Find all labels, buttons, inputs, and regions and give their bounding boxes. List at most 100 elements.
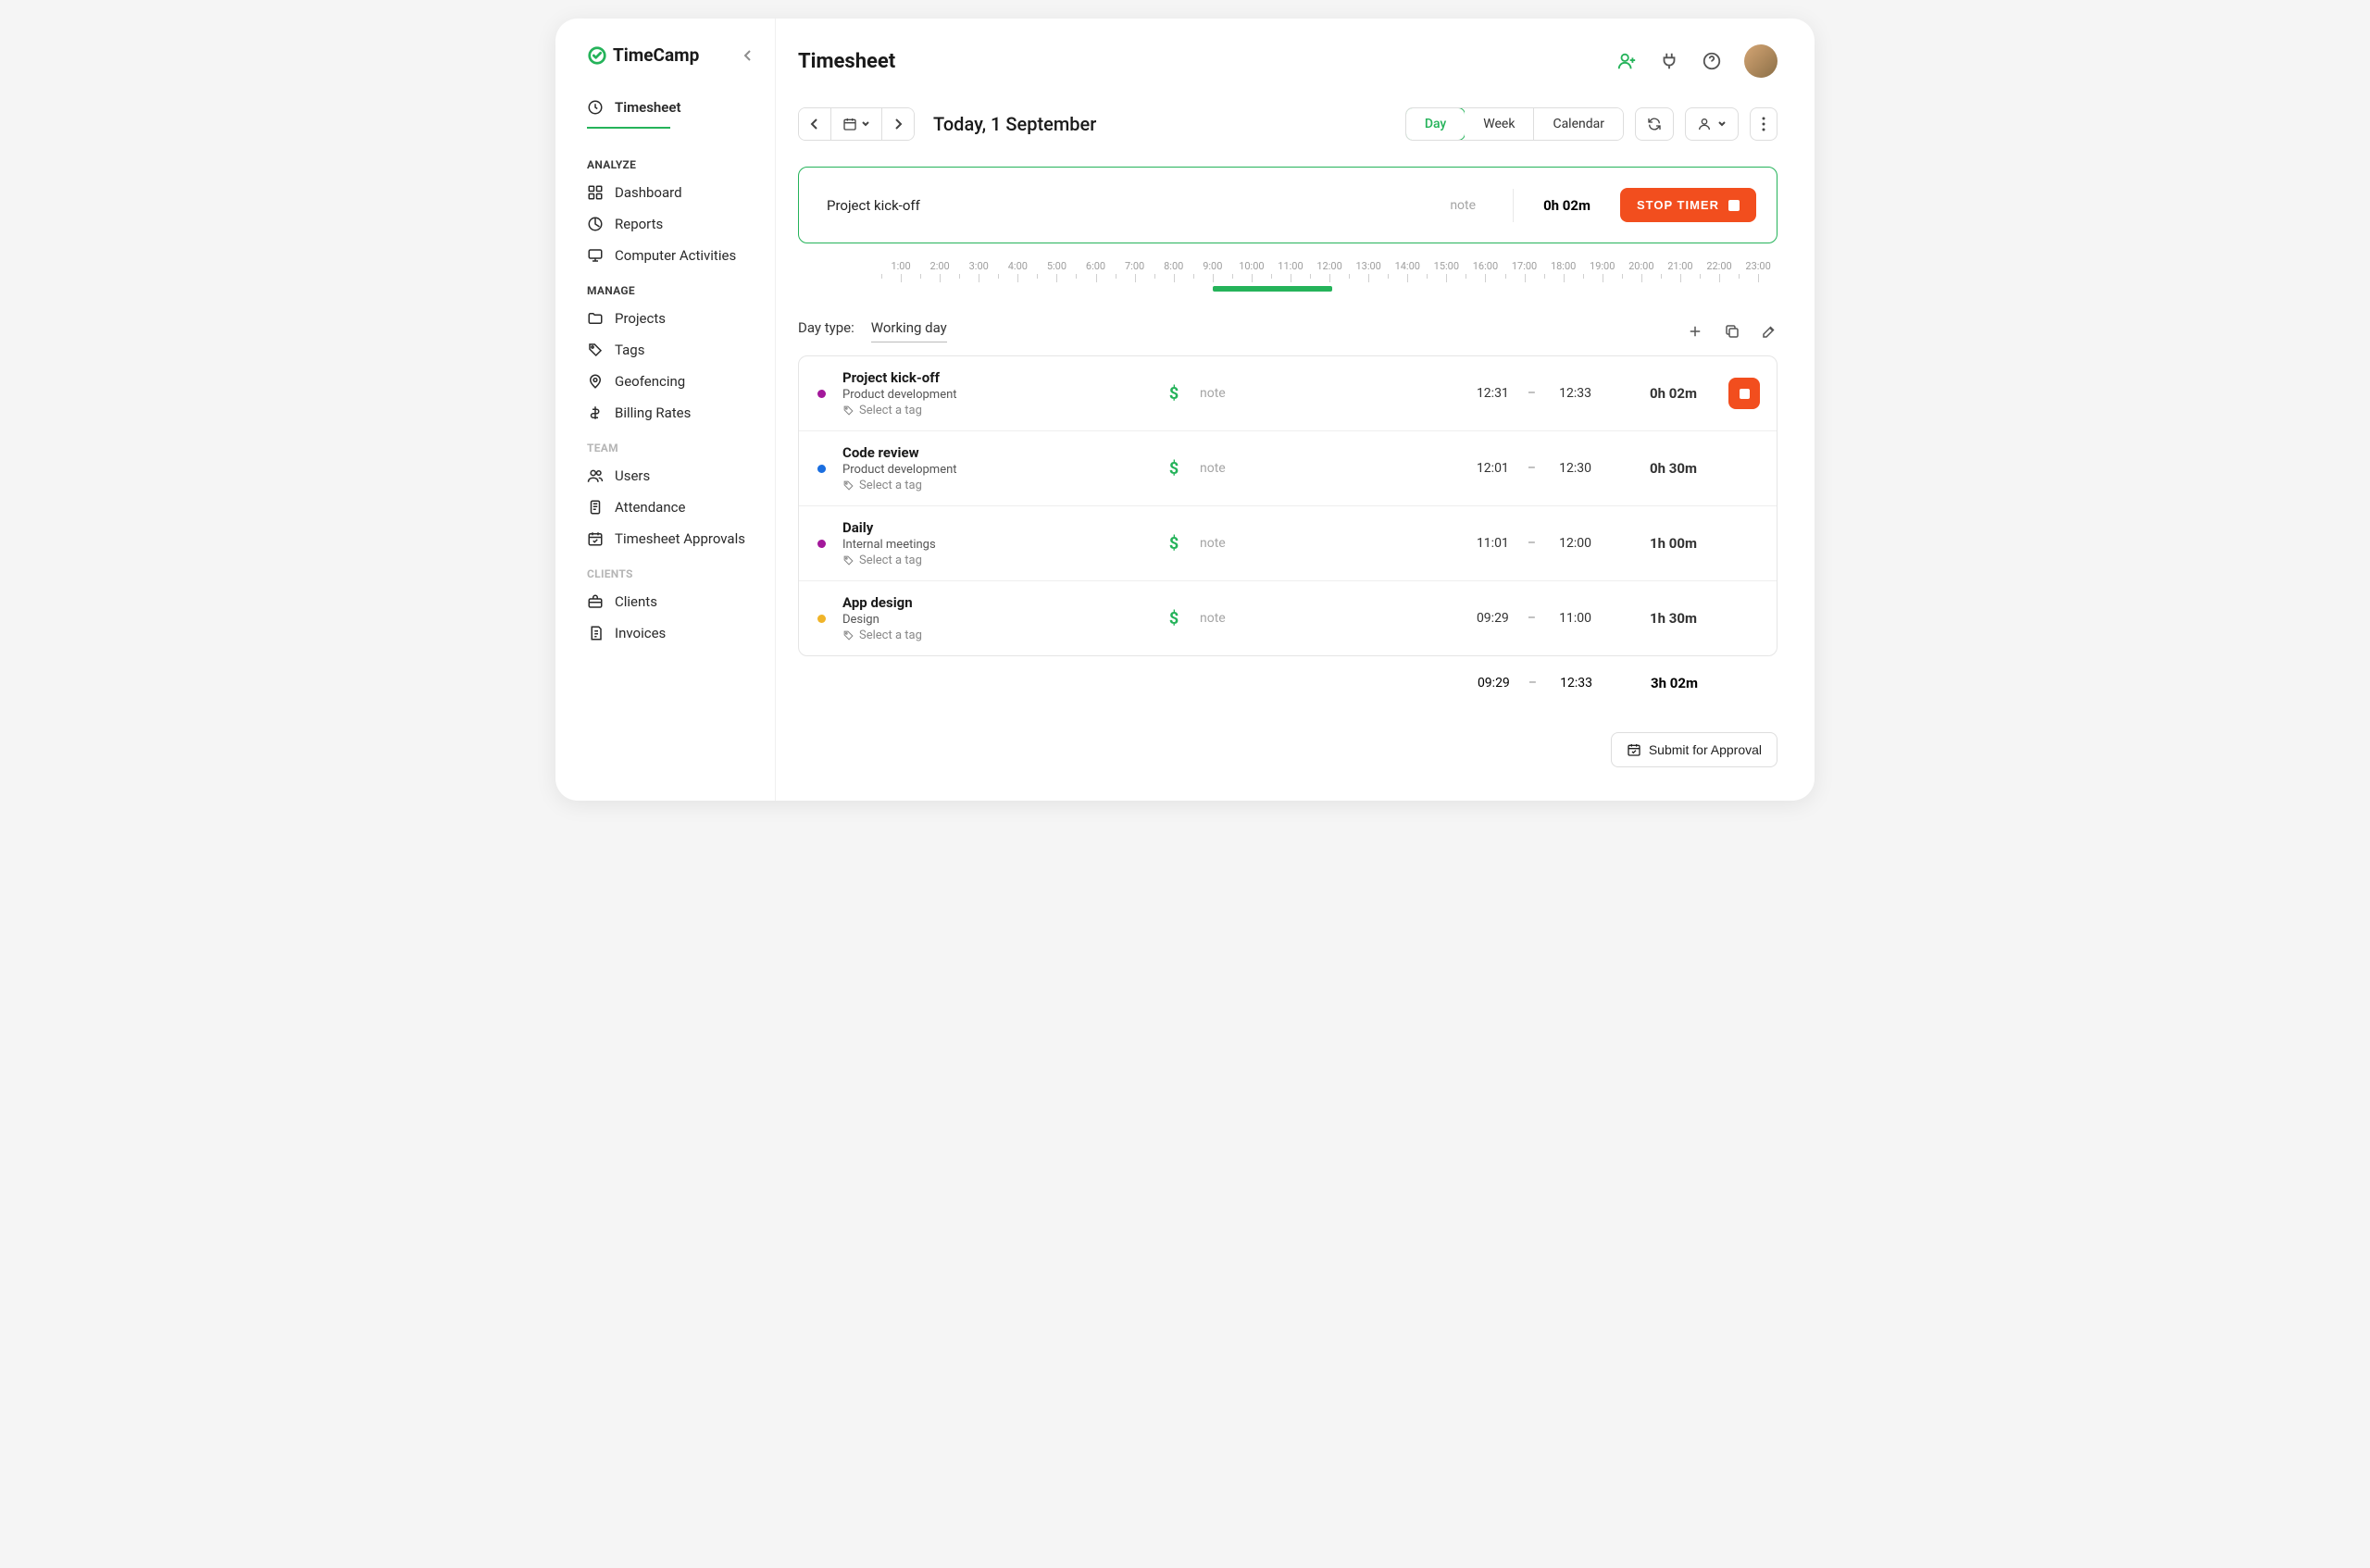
totals-duration: 3h 02m: [1633, 675, 1698, 691]
sidebar-item-timesheet-approvals[interactable]: Timesheet Approvals: [555, 523, 775, 554]
nav-icon: [587, 184, 604, 201]
entry-project[interactable]: Design: [842, 613, 1148, 627]
entry-stop-button[interactable]: [1728, 378, 1760, 409]
calendar-picker-button[interactable]: [831, 108, 882, 140]
sidebar-item-dashboard[interactable]: Dashboard: [555, 177, 775, 208]
billable-toggle[interactable]: $: [1155, 534, 1192, 554]
entry-start-time[interactable]: 12:31: [1472, 386, 1509, 401]
add-entry-icon[interactable]: [1687, 323, 1703, 340]
timeline-activity-bar: [1213, 286, 1332, 292]
calendar-icon: [842, 117, 857, 131]
nav-icon: [587, 310, 604, 327]
refresh-button[interactable]: [1635, 107, 1674, 141]
daytype-label: Day type:: [798, 319, 854, 336]
prev-day-button[interactable]: [799, 108, 831, 140]
next-day-button[interactable]: [882, 108, 914, 140]
page-title: Timesheet: [798, 50, 895, 73]
sidebar-item-label: Projects: [615, 310, 666, 327]
help-icon[interactable]: [1702, 51, 1722, 71]
sidebar-item-tags[interactable]: Tags: [555, 334, 775, 366]
sidebar-item-label: Attendance: [615, 499, 685, 516]
sidebar-item-label: Timesheet Approvals: [615, 530, 745, 547]
entry-start-time[interactable]: 11:01: [1472, 536, 1509, 551]
entry-project[interactable]: Internal meetings: [842, 538, 1148, 552]
entry-note[interactable]: note: [1200, 461, 1366, 476]
user-filter-button[interactable]: [1685, 107, 1739, 141]
sidebar: TimeCamp Timesheet ANALYZEDashboardRepor…: [555, 19, 776, 801]
entry-duration: 0h 30m: [1632, 460, 1697, 477]
view-tab-day[interactable]: Day: [1405, 107, 1466, 141]
nav-icon: [587, 373, 604, 390]
entry-project[interactable]: Product development: [842, 463, 1148, 477]
active-timer-note[interactable]: note: [1413, 198, 1513, 213]
entry-start-time[interactable]: 12:01: [1472, 461, 1509, 476]
entry-tag-selector[interactable]: Select a tag: [842, 554, 1148, 567]
brand-logo[interactable]: TimeCamp: [587, 44, 699, 66]
sidebar-item-projects[interactable]: Projects: [555, 303, 775, 334]
entry-tag-selector[interactable]: Select a tag: [842, 479, 1148, 492]
sidebar-item-label: Users: [615, 467, 650, 484]
user-icon: [1697, 117, 1712, 131]
avatar[interactable]: [1744, 44, 1778, 78]
entry-project[interactable]: Product development: [842, 388, 1148, 402]
add-user-icon[interactable]: [1616, 51, 1637, 71]
tag-icon: [842, 554, 854, 566]
entry-title[interactable]: Daily: [842, 519, 1148, 536]
sidebar-item-geofencing[interactable]: Geofencing: [555, 366, 775, 397]
billable-toggle[interactable]: $: [1155, 609, 1192, 628]
entry-title[interactable]: Project kick-off: [842, 369, 1148, 386]
plug-icon[interactable]: [1659, 51, 1679, 71]
entry-end-time[interactable]: 12:00: [1554, 536, 1591, 551]
brand-name: TimeCamp: [613, 44, 699, 66]
entry-title[interactable]: App design: [842, 594, 1148, 611]
sidebar-collapse-button[interactable]: [743, 49, 753, 62]
entry-end-time[interactable]: 12:33: [1554, 386, 1591, 401]
entry-title[interactable]: Code review: [842, 444, 1148, 461]
view-tab-calendar[interactable]: Calendar: [1534, 108, 1623, 140]
totals-row: 09:29 – 12:33 3h 02m: [798, 656, 1778, 691]
active-timer-task[interactable]: Project kick-off: [827, 197, 1413, 214]
sidebar-item-billing-rates[interactable]: Billing Rates: [555, 397, 775, 429]
timeline-ruler: 1:002:003:004:005:006:007:008:009:0010:0…: [881, 260, 1778, 297]
project-color-dot: [817, 465, 826, 473]
clock-icon: [587, 99, 604, 116]
sidebar-item-clients[interactable]: Clients: [555, 586, 775, 617]
entry-duration: 1h 30m: [1632, 610, 1697, 627]
date-label: Today, 1 September: [933, 113, 1096, 135]
sidebar-item-users[interactable]: Users: [555, 460, 775, 492]
totals-start: 09:29: [1473, 676, 1510, 691]
daytype-selector[interactable]: Working day: [871, 319, 947, 342]
entry-note[interactable]: note: [1200, 611, 1366, 626]
entry-start-time[interactable]: 09:29: [1472, 611, 1509, 626]
view-tab-week[interactable]: Week: [1465, 108, 1534, 140]
nav-icon: [587, 625, 604, 641]
entry-tag-selector[interactable]: Select a tag: [842, 628, 1148, 642]
active-timer-elapsed: 0h 02m: [1514, 197, 1620, 214]
billable-toggle[interactable]: $: [1155, 384, 1192, 404]
entry-row: App designDesignSelect a tag$note09:29–1…: [799, 581, 1777, 655]
entry-note[interactable]: note: [1200, 386, 1366, 401]
more-menu-button[interactable]: [1750, 107, 1778, 141]
copy-entries-icon[interactable]: [1724, 323, 1740, 340]
sidebar-item-label: Timesheet: [615, 99, 680, 116]
sidebar-item-label: Reports: [615, 216, 663, 232]
sidebar-item-label: Geofencing: [615, 373, 685, 390]
stop-icon: [1728, 200, 1740, 211]
edit-entries-icon[interactable]: [1761, 323, 1778, 340]
nav-icon: [587, 499, 604, 516]
entry-end-time[interactable]: 11:00: [1554, 611, 1591, 626]
sidebar-item-reports[interactable]: Reports: [555, 208, 775, 240]
entry-note[interactable]: note: [1200, 536, 1366, 551]
sidebar-item-invoices[interactable]: Invoices: [555, 617, 775, 649]
nav-icon: [587, 593, 604, 610]
stop-timer-button[interactable]: STOP TIMER: [1620, 188, 1756, 222]
refresh-icon: [1647, 117, 1662, 131]
sidebar-item-timesheet[interactable]: Timesheet: [555, 92, 775, 123]
submit-approval-button[interactable]: Submit for Approval: [1611, 732, 1778, 767]
sidebar-item-attendance[interactable]: Attendance: [555, 492, 775, 523]
entry-tag-selector[interactable]: Select a tag: [842, 404, 1148, 417]
billable-toggle[interactable]: $: [1155, 459, 1192, 479]
sidebar-item-computer-activities[interactable]: Computer Activities: [555, 240, 775, 271]
entry-end-time[interactable]: 12:30: [1554, 461, 1591, 476]
entry-row: Daily Internal meetings Select a tag $ note 1…: [799, 506, 1777, 581]
